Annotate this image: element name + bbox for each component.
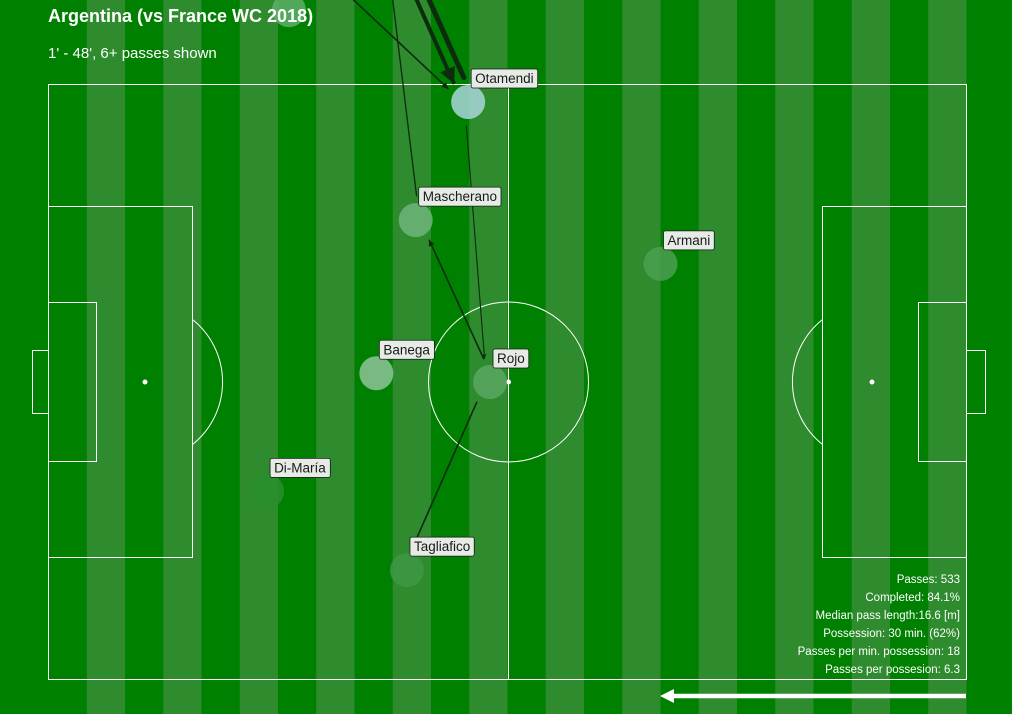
penalty-spot-right xyxy=(869,379,875,385)
player-node xyxy=(271,0,306,28)
pass-arrow xyxy=(428,239,485,360)
label-box xyxy=(409,536,475,557)
player-node xyxy=(643,246,678,281)
stripe-light xyxy=(545,0,584,714)
label-box xyxy=(663,230,715,251)
goal-right xyxy=(966,350,986,414)
label-box xyxy=(492,348,530,369)
stripe-dark xyxy=(278,0,317,714)
stripe-light xyxy=(851,0,890,714)
stripe-light xyxy=(928,0,967,714)
pitch-spots xyxy=(142,379,875,385)
pass-arrow xyxy=(412,401,478,548)
label-box xyxy=(269,457,331,478)
penalty-arc-right xyxy=(791,319,823,445)
centre-circle xyxy=(428,301,589,463)
penalty-spot-left xyxy=(142,379,148,385)
player-nodes xyxy=(250,0,678,588)
stripe-dark xyxy=(660,0,699,714)
stripe-light xyxy=(622,0,661,714)
stripe-dark xyxy=(0,0,87,714)
penalty-arc-left xyxy=(192,319,224,445)
player-label: Tagliafico xyxy=(409,536,475,557)
chart-title: Argentina (vs France WC 2018) xyxy=(48,6,314,26)
player-node xyxy=(359,356,394,391)
stripe-light xyxy=(316,0,355,714)
stripe-dark xyxy=(813,0,852,714)
label-box xyxy=(418,186,502,207)
pass-arrow xyxy=(392,0,418,197)
player-label: Otamendi xyxy=(470,68,539,89)
player-label: Armani xyxy=(663,230,715,251)
player-name: Di-María xyxy=(274,460,326,475)
player-node xyxy=(398,203,433,238)
stats-panel: Passes: 533 Completed: 84.1% Median pass… xyxy=(798,571,960,679)
pass-arrow xyxy=(352,0,449,90)
player-node xyxy=(250,474,285,509)
pass-arrow xyxy=(426,0,467,81)
player-name: Banega xyxy=(383,342,430,357)
label-box xyxy=(470,68,539,89)
stripe-dark xyxy=(201,0,240,714)
centre-spot xyxy=(506,379,511,385)
pass-arrow xyxy=(465,125,487,359)
goal-left xyxy=(32,350,49,414)
stat-passes-per-min: Passes per min. possession: 18 xyxy=(797,646,960,658)
pass-arrow xyxy=(414,0,456,85)
player-node xyxy=(389,553,424,588)
stat-median-pass-length: Median pass length:16.6 [m] xyxy=(815,610,960,622)
player-node xyxy=(451,85,486,119)
pitch-stripes xyxy=(0,0,967,714)
player-name: Otamendi xyxy=(475,71,534,86)
player-label: Mascherano xyxy=(418,186,502,207)
player-label: Rojo xyxy=(492,348,530,369)
stripe-dark xyxy=(584,0,623,714)
player-name: Tagliafico xyxy=(414,539,470,554)
stat-possession: Possession: 30 min. (62%) xyxy=(823,628,960,640)
player-label: Banega xyxy=(378,339,435,360)
stripe-light xyxy=(775,0,814,714)
stat-passes: Passes: 533 xyxy=(896,574,960,586)
stripe-light xyxy=(163,0,202,714)
stat-passes-per-possession: Passes per possesion: 6.3 xyxy=(825,664,960,676)
player-name: Mascherano xyxy=(423,189,497,204)
label-box xyxy=(378,339,435,360)
player-name: Rojo xyxy=(497,351,525,366)
chart-subtitle: 1' - 48', 6+ passes shown xyxy=(48,45,217,62)
stat-completed: Completed: 84.1% xyxy=(865,592,960,604)
player-label: Di-María xyxy=(269,457,331,478)
stripe-light xyxy=(698,0,737,714)
stripe-light xyxy=(239,0,278,714)
player-node xyxy=(473,365,508,399)
stripe-light xyxy=(86,0,125,714)
pass-arrows xyxy=(352,0,487,548)
stripe-dark xyxy=(431,0,470,714)
attack-direction-arrow xyxy=(660,689,966,703)
player-name: Armani xyxy=(668,233,711,248)
stripe-dark xyxy=(890,0,929,714)
stripe-dark xyxy=(125,0,164,714)
stripe-dark xyxy=(737,0,776,714)
player-labels: PavónMercadoPérezMessiOtamendiMascherano… xyxy=(269,68,715,557)
